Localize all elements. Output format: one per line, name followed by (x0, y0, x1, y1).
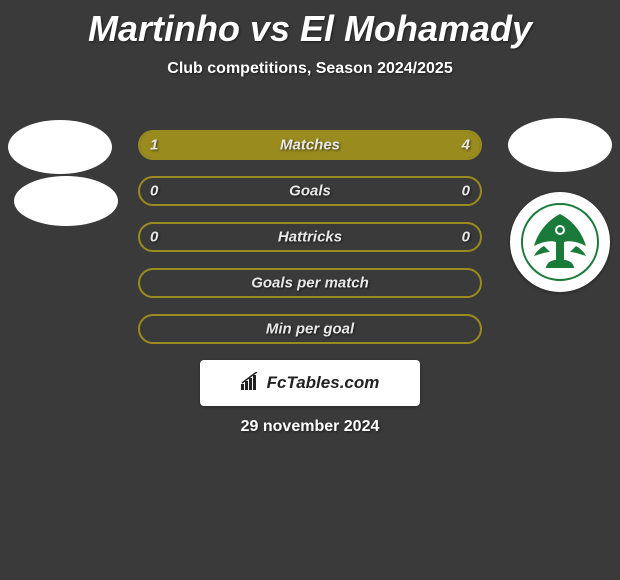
stat-value-right: 4 (462, 137, 470, 154)
eagle-icon (520, 202, 600, 282)
stat-value-left: 0 (150, 183, 158, 200)
bar-chart-icon (241, 372, 263, 395)
player-avatar-placeholder (508, 118, 612, 172)
stat-value-left: 0 (150, 229, 158, 246)
club-badge (510, 192, 610, 292)
source-logo-text: FcTables.com (267, 373, 380, 393)
stat-label: Goals (289, 183, 331, 200)
stat-value-left: 1 (150, 137, 158, 154)
stat-label: Matches (280, 137, 340, 154)
stat-label: Goals per match (251, 275, 369, 292)
player-avatar-placeholder (8, 120, 112, 174)
page-subtitle: Club competitions, Season 2024/2025 (0, 60, 620, 78)
stat-bar: Goals per match (138, 268, 482, 298)
left-player-column (0, 118, 120, 226)
stat-value-right: 0 (462, 229, 470, 246)
stat-bar: 0 0 Hattricks (138, 222, 482, 252)
stat-bar: 0 0 Goals (138, 176, 482, 206)
comparison-card: Martinho vs El Mohamady Club competition… (0, 8, 620, 580)
stat-label: Hattricks (278, 229, 342, 246)
date-label: 29 november 2024 (0, 418, 620, 436)
stat-bar: 1 4 Matches (138, 130, 482, 160)
stat-bar: Min per goal (138, 314, 482, 344)
stat-value-right: 0 (462, 183, 470, 200)
stat-label: Min per goal (266, 321, 354, 338)
page-title: Martinho vs El Mohamady (0, 8, 620, 50)
club-badge-placeholder (14, 176, 118, 226)
stat-bars: 1 4 Matches 0 0 Goals 0 0 Hattricks Goals per mat… (138, 130, 482, 360)
bar-fill-right (208, 132, 480, 158)
right-player-column (500, 118, 620, 292)
source-logo-box: FcTables.com (200, 360, 420, 406)
